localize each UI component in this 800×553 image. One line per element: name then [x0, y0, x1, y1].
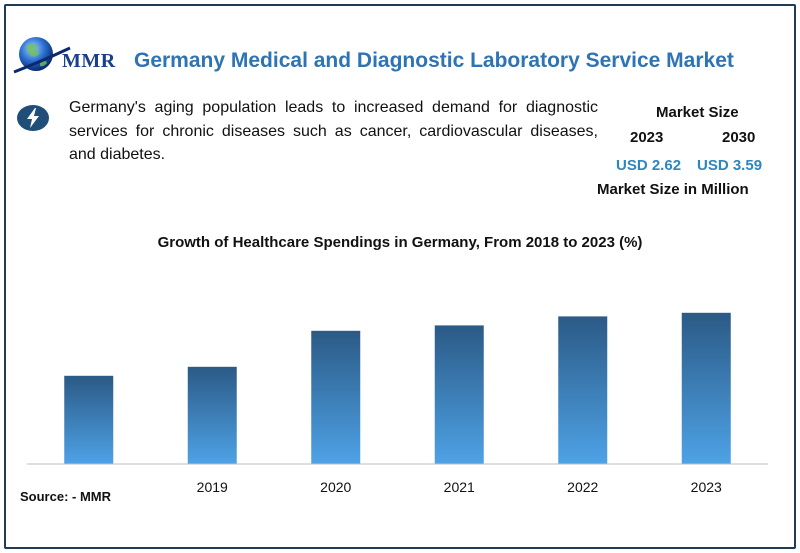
chart-title: Growth of Healthcare Spendings in German… — [157, 234, 643, 251]
bar-item-0 — [64, 375, 114, 464]
market-size-value-start: USD 2.62 — [616, 157, 682, 174]
market-size-year-start: 2023 — [630, 129, 664, 146]
bar-2019 — [187, 366, 237, 464]
infographic-frame — [4, 4, 796, 549]
x-tick-label: 2021 — [444, 479, 475, 495]
x-tick-label: 2020 — [320, 479, 351, 495]
bar-2022 — [558, 316, 608, 464]
lightning-bolt-icon — [17, 105, 49, 131]
bar-2020 — [311, 330, 361, 464]
market-size-value-end: USD 3.59 — [697, 157, 763, 174]
summary-text: Germany's aging population leads to incr… — [69, 99, 598, 163]
market-size-unit: Market Size in Million — [597, 181, 749, 198]
bar-2021 — [434, 325, 484, 464]
mmr-globe-logo — [13, 37, 71, 74]
x-tick-label: 2022 — [567, 479, 598, 495]
logo-text: MMR — [62, 50, 116, 72]
bar-2023 — [681, 312, 731, 464]
x-tick-label: 2023 — [691, 479, 722, 495]
x-tick-label: 2019 — [197, 479, 228, 495]
market-size-year-end: 2030 — [722, 129, 756, 146]
page-title: Germany Medical and Diagnostic Laborator… — [134, 49, 734, 72]
source-note: Source: - MMR — [20, 489, 111, 504]
market-size-label: Market Size — [656, 104, 739, 121]
